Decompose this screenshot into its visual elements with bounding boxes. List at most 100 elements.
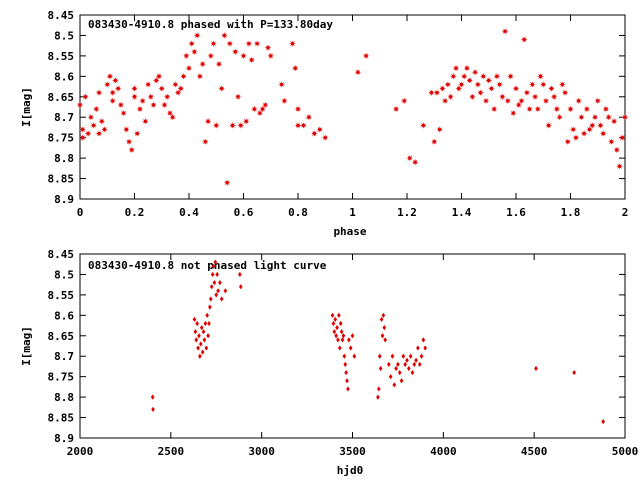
unphased-data-point: [214, 292, 219, 298]
phased-x-tick-label: 1.8: [561, 206, 581, 219]
unphased-data-point: [200, 349, 205, 355]
phased-data-point: [291, 64, 299, 72]
phased-data-point: [605, 113, 612, 121]
phased-data-point: [221, 32, 228, 39]
phased-data-point: [185, 64, 193, 72]
phased-data-point: [131, 93, 138, 101]
unphased-data-point: [331, 320, 336, 327]
phased-data-point: [223, 179, 231, 186]
phased-data-point: [193, 32, 201, 39]
unphased-data-point: [387, 361, 391, 367]
phased-data-point: [556, 113, 563, 121]
phased-data-point: [120, 109, 127, 117]
phased-data-point: [420, 122, 427, 129]
phased-x-tick-label: 0.8: [288, 206, 308, 219]
unphased-data-point: [211, 263, 216, 269]
phased-data-point: [507, 73, 514, 80]
phased-data-point: [458, 81, 465, 88]
phased-data-point: [259, 105, 266, 113]
phased-data-point: [474, 81, 482, 88]
phased-data-point: [597, 122, 604, 129]
phased-data-point: [578, 113, 585, 121]
unphased-x-tick-label: 4500: [521, 445, 548, 458]
phased-data-point: [82, 93, 89, 101]
phased-data-point: [101, 126, 108, 133]
phased-data-point: [569, 126, 577, 133]
unphased-data-point: [399, 378, 404, 384]
phased-data-point: [493, 73, 501, 80]
unphased-data-point: [416, 345, 420, 351]
phased-data-point: [218, 85, 225, 92]
phased-data-point: [144, 81, 152, 88]
phased-data-point: [469, 93, 476, 101]
unphased-data-point: [572, 369, 576, 376]
unphased-data-point: [419, 353, 424, 359]
unphased-y-tick-label: 8.55: [48, 289, 75, 302]
unphased-data-point: [340, 337, 345, 343]
phased-data-point: [123, 126, 130, 133]
phased-data-point: [539, 81, 547, 88]
unphased-data-point: [196, 345, 200, 351]
phased-data-point: [240, 52, 247, 60]
unphased-data-point: [410, 369, 415, 376]
phased-data-point: [84, 130, 92, 137]
unphased-y-tick-label: 8.85: [48, 412, 75, 425]
phased-data-point: [180, 73, 187, 80]
phased-data-point: [114, 85, 122, 92]
phased-data-point: [109, 89, 116, 96]
phased-data-point: [150, 101, 157, 109]
phased-data-point: [447, 93, 454, 101]
phased-data-point: [242, 118, 250, 125]
phased-data-point: [608, 138, 615, 146]
unphased-data-point: [193, 329, 198, 335]
unphased-data-point: [397, 369, 402, 376]
phased-data-point: [561, 89, 569, 96]
phased-data-point: [93, 105, 100, 113]
unphased-data-point: [396, 361, 400, 367]
phased-data-point: [264, 44, 272, 52]
phased-data-point: [354, 68, 362, 76]
unphased-data-point: [403, 361, 408, 367]
phased-y-tick-label: 8.5: [54, 29, 74, 42]
unphased-data-point: [338, 320, 343, 327]
phased-data-point: [534, 105, 542, 113]
unphased-x-axis-label: hjd0: [337, 464, 364, 477]
phased-data-point: [95, 89, 103, 96]
unphased-data-point: [347, 337, 351, 343]
phased-data-point: [237, 122, 245, 129]
phased-data-point: [610, 118, 618, 125]
unphased-data-point: [195, 320, 199, 327]
unphased-data-point: [207, 320, 211, 327]
phased-data-point: [136, 105, 144, 113]
phased-chart-title: 083430-4910.8 phased with P=133.80day: [88, 18, 333, 31]
phased-data-point: [392, 105, 400, 113]
unphased-data-point: [346, 386, 350, 392]
phased-data-point: [161, 101, 168, 109]
phased-data-point: [545, 122, 552, 129]
unphased-data-point: [218, 280, 222, 286]
phased-data-point: [499, 93, 506, 101]
unphased-ticks: 2000 2500 3000 3500 4000 4500 5000 8.45 8.5 8.55 8…: [48, 248, 639, 458]
phased-y-tick-label: 8.45: [48, 9, 75, 22]
unphased-data-point: [392, 382, 397, 388]
phased-y-tick-label: 8.8: [54, 152, 74, 165]
phased-data-point: [172, 81, 179, 88]
phased-data-point: [616, 162, 623, 170]
phased-data-point: [450, 73, 457, 80]
unphased-points: [150, 259, 606, 425]
phased-x-tick-label: 0.6: [234, 206, 254, 219]
unphased-y-tick-label: 8.8: [54, 391, 74, 404]
phased-y-tick-label: 8.7: [54, 111, 74, 124]
phased-data-point: [518, 97, 525, 105]
unphased-y-tick-label: 8.65: [48, 330, 75, 343]
unphased-data-point: [204, 345, 209, 351]
phased-data-point: [204, 118, 212, 125]
phased-data-point: [542, 97, 550, 105]
phased-data-point: [153, 77, 160, 84]
phased-x-tick-label: 1: [349, 206, 356, 219]
unphased-data-point: [339, 329, 344, 335]
phased-data-point: [128, 146, 136, 154]
unphased-data-point: [206, 333, 210, 339]
phased-data-point: [155, 73, 163, 80]
